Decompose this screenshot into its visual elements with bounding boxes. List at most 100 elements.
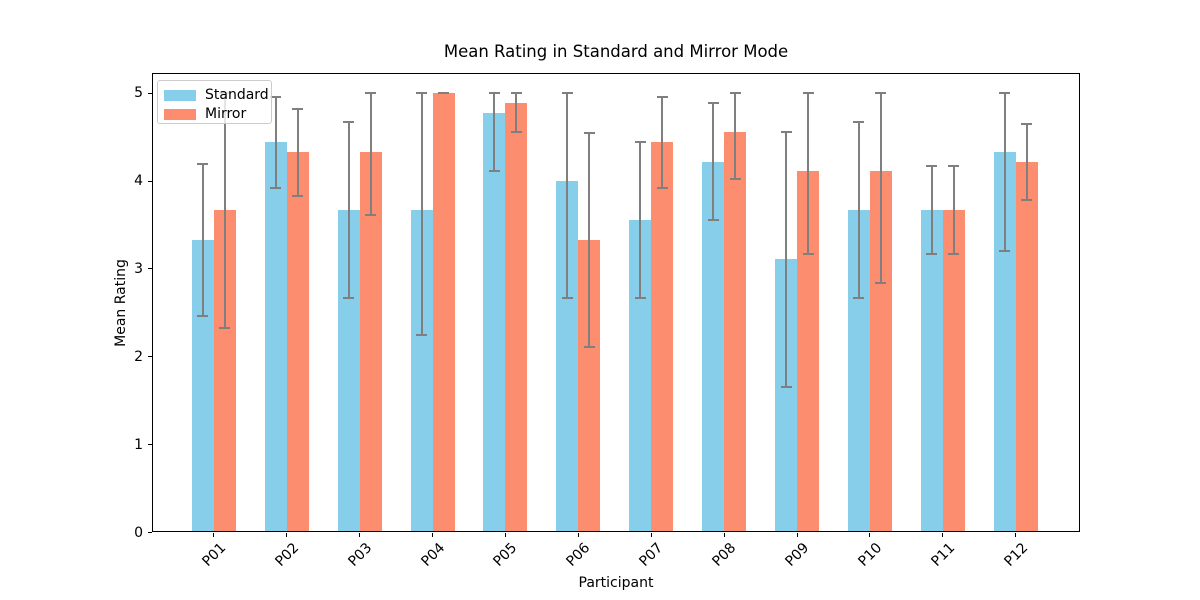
x-tick-mark (650, 532, 652, 537)
bar-mirror-P07 (651, 142, 674, 533)
y-tick-mark (148, 532, 152, 533)
y-tick-label-5: 5 (134, 85, 143, 102)
x-tick-mark (432, 532, 434, 537)
x-tick-label-P09: P09 (782, 539, 813, 570)
legend-swatch-standard (164, 89, 196, 101)
x-axis-label: Participant (578, 575, 654, 591)
error-bar-cap (343, 121, 355, 124)
y-tick-mark (148, 180, 152, 182)
error-bar-cap (634, 141, 646, 144)
error-bar-cap (510, 92, 522, 95)
error-bar-cap (656, 95, 668, 98)
bar-standard-P01 (191, 239, 214, 533)
y-tick-label-1: 1 (134, 436, 143, 453)
error-bar-cap (416, 333, 428, 336)
x-tick-mark (796, 532, 798, 537)
error-bar-line (274, 96, 277, 189)
x-tick-mark (1015, 532, 1017, 537)
bar-mirror-P05 (505, 102, 528, 533)
x-tick-label-P10: P10 (855, 539, 886, 570)
x-tick-label-P07: P07 (636, 539, 667, 570)
error-bar-cap (802, 92, 814, 95)
bar-standard-P12 (993, 152, 1016, 533)
bar-mirror-P01 (213, 210, 236, 533)
error-bar-cap (780, 385, 792, 388)
error-bar-cap (197, 314, 209, 317)
error-bar-cap (510, 130, 522, 133)
error-bar-line (223, 93, 226, 328)
x-tick-mark (213, 532, 215, 537)
bar-mirror-P06 (578, 239, 601, 533)
error-bar-cap (999, 92, 1011, 95)
x-tick-mark (504, 532, 506, 537)
bar-mirror-P09 (797, 171, 820, 533)
error-bar-cap (197, 162, 209, 165)
error-bar-cap (1021, 199, 1033, 202)
bar-standard-P04 (410, 210, 433, 533)
x-tick-label-P03: P03 (345, 539, 375, 570)
error-bar-cap (438, 92, 450, 95)
legend-item-mirror: Mirror (164, 106, 271, 122)
error-bar-cap (853, 121, 865, 124)
x-tick-label-P05: P05 (490, 539, 521, 570)
error-bar-line (857, 122, 860, 298)
error-bar-line (712, 102, 715, 220)
error-bar-cap (561, 92, 573, 95)
error-bar-cap (270, 187, 282, 190)
x-tick-label-P12: P12 (1001, 539, 1032, 570)
error-bar-line (515, 93, 518, 132)
error-bar-line (1003, 93, 1006, 251)
y-tick-label-2: 2 (134, 348, 143, 365)
error-bar-line (588, 132, 591, 348)
error-bar-cap (780, 130, 792, 133)
error-bar-line (661, 96, 664, 189)
y-tick-mark (148, 92, 152, 94)
y-tick-label-0: 0 (134, 524, 143, 541)
bar-mirror-P02 (286, 152, 309, 533)
legend-label-standard: Standard (205, 87, 269, 103)
error-bar-cap (656, 187, 668, 190)
x-tick-label-P08: P08 (709, 539, 740, 570)
error-bar-cap (416, 92, 428, 95)
error-bar-cap (926, 253, 938, 256)
y-tick-label-3: 3 (134, 260, 143, 277)
error-bar-line (1025, 124, 1028, 201)
error-bar-cap (853, 296, 865, 299)
bar-mirror-P11 (942, 210, 965, 533)
y-tick-mark (148, 444, 152, 446)
bar-mirror-P10 (869, 171, 892, 533)
error-bar-cap (583, 346, 595, 349)
error-bar-line (347, 122, 350, 298)
bar-standard-P03 (337, 210, 360, 533)
x-tick-label-P11: P11 (928, 539, 959, 570)
x-tick-label-P02: P02 (272, 539, 303, 570)
error-bar-line (201, 163, 204, 316)
x-tick-mark (359, 532, 361, 537)
x-tick-mark (577, 532, 579, 537)
error-bar-cap (875, 282, 887, 285)
bar-mirror-P03 (359, 152, 382, 533)
chart-title: Mean Rating in Standard and Mirror Mode (443, 42, 789, 61)
y-tick-label-4: 4 (134, 173, 143, 190)
legend-item-standard: Standard (164, 87, 271, 103)
y-tick-mark (148, 268, 152, 270)
error-bar-cap (948, 253, 960, 256)
error-bar-line (952, 166, 955, 255)
error-bar-line (493, 93, 496, 172)
x-tick-label-P04: P04 (417, 539, 448, 570)
error-bar-line (807, 93, 810, 255)
error-bar-line (639, 142, 642, 298)
error-bar-line (369, 93, 372, 215)
error-bar-cap (488, 170, 500, 173)
bar-mirror-P04 (432, 93, 455, 533)
error-bar-cap (561, 296, 573, 299)
x-tick-mark (869, 532, 871, 537)
bar-standard-P05 (483, 112, 506, 533)
error-bar-cap (634, 296, 646, 299)
bar-standard-P11 (920, 210, 943, 533)
error-bar-cap (270, 95, 282, 98)
error-bar-line (879, 93, 882, 284)
error-bar-cap (365, 213, 377, 216)
bar-standard-P02 (264, 142, 287, 533)
